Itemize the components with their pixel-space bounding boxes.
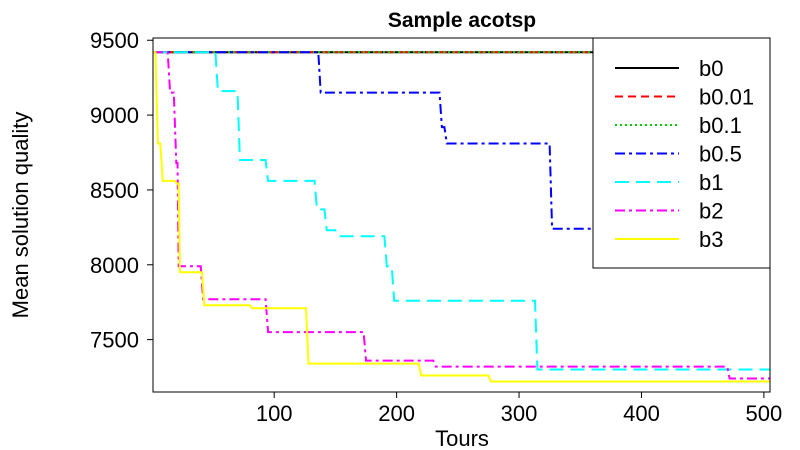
x-tick-label: 200	[378, 401, 415, 426]
x-tick-label: 100	[256, 401, 293, 426]
y-tick-label: 8500	[90, 178, 139, 203]
y-tick-label: 9000	[90, 103, 139, 128]
legend-label-b0.5: b0.5	[699, 142, 742, 167]
y-tick-label: 9500	[90, 28, 139, 53]
y-tick-label: 7500	[90, 328, 139, 353]
legend-label-b0: b0	[699, 56, 723, 81]
legend-label-b3: b3	[699, 227, 723, 252]
x-tick-label: 500	[746, 401, 783, 426]
series-line-b1	[153, 51, 770, 371]
y-axis-label: Mean solution quality	[8, 112, 33, 319]
series-line-b0.5	[153, 51, 770, 230]
legend-label-b0.1: b0.1	[699, 113, 742, 138]
legend-label-b1: b1	[699, 170, 723, 195]
legend: b0 b0.01 b0.1 b0.5 b1 b2 b3	[592, 37, 771, 269]
series-line-b2	[153, 51, 770, 380]
x-axis-label: Tours	[435, 426, 489, 450]
x-tick-label: 300	[501, 401, 538, 426]
chart-title: Sample acotsp	[388, 9, 536, 32]
y-axis: 7500 8000 8500 9000 9500	[90, 28, 153, 353]
x-axis: 100 200 300 400 500	[256, 392, 782, 426]
y-tick-label: 8000	[90, 253, 139, 278]
legend-label-b0.01: b0.01	[699, 85, 754, 110]
series-line-b3	[153, 51, 770, 383]
x-tick-label: 400	[623, 401, 660, 426]
legend-label-b2: b2	[699, 199, 723, 224]
